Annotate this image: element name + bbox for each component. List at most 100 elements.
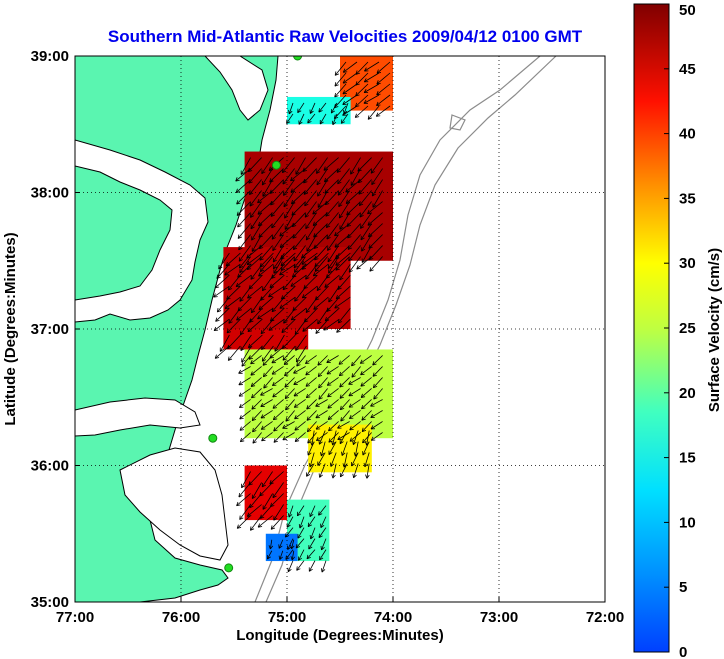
velocity-arrowhead xyxy=(236,200,239,205)
velocity-arrow xyxy=(355,94,369,108)
velocity-arrowhead xyxy=(284,394,287,399)
velocity-arrowhead xyxy=(237,225,242,228)
velocity-arrow xyxy=(345,179,361,193)
velocity-arrowhead xyxy=(304,203,309,207)
velocity-arrowhead xyxy=(372,363,377,366)
velocity-arrowhead xyxy=(240,172,245,175)
velocity-arrowhead xyxy=(282,424,286,429)
velocity-arrowhead xyxy=(261,357,264,362)
velocity-arrowhead xyxy=(239,270,244,274)
velocity-arrowhead xyxy=(362,429,367,432)
velocity-arrowhead xyxy=(349,426,352,431)
velocity-arrowhead xyxy=(312,210,315,215)
velocity-arrowhead xyxy=(279,271,282,275)
velocity-arrowhead xyxy=(224,271,227,276)
velocity-arrow xyxy=(298,113,305,125)
velocity-arrowhead xyxy=(238,492,241,498)
velocity-arrow xyxy=(227,334,241,350)
velocity-arrowhead xyxy=(238,257,241,262)
velocity-arrow xyxy=(305,366,317,376)
velocity-arrowhead xyxy=(348,403,352,408)
velocity-arrow xyxy=(313,296,329,310)
velocity-arrow xyxy=(225,252,241,267)
velocity-arrowhead xyxy=(336,328,339,333)
velocity-arrow xyxy=(373,388,383,400)
velocity-arrowhead xyxy=(314,269,319,272)
velocity-arrowhead xyxy=(248,284,251,289)
velocity-arrowhead xyxy=(325,214,330,217)
velocity-arrowhead xyxy=(362,438,364,444)
velocity-arrow xyxy=(216,263,230,279)
velocity-arrowhead xyxy=(361,427,364,432)
velocity-arrowhead xyxy=(318,108,320,113)
velocity-arrowhead xyxy=(376,104,381,106)
velocity-arrowhead xyxy=(262,193,267,197)
velocity-arrowhead xyxy=(328,438,331,443)
velocity-arrowhead xyxy=(308,546,313,550)
velocity-arrowhead xyxy=(272,404,275,409)
velocity-arrowhead xyxy=(236,501,239,506)
velocity-arrow xyxy=(351,355,361,367)
velocity-arrowhead xyxy=(331,120,334,125)
velocity-arrowhead xyxy=(339,226,344,230)
station-marker xyxy=(208,433,218,443)
velocity-arrowhead xyxy=(331,441,333,446)
velocity-arrowhead xyxy=(307,121,312,124)
velocity-field xyxy=(213,56,393,573)
velocity-arrow xyxy=(362,432,372,444)
velocity-arrow xyxy=(213,318,230,331)
velocity-arrow xyxy=(260,285,274,301)
velocity-arrow xyxy=(268,285,285,298)
velocity-arrow xyxy=(360,223,372,241)
velocity-arrowhead xyxy=(279,304,282,309)
velocity-arrow xyxy=(294,399,306,408)
velocity-arrowhead xyxy=(239,297,241,302)
velocity-arrow xyxy=(283,355,295,365)
velocity-arrow xyxy=(278,539,284,549)
velocity-arrow xyxy=(316,432,328,441)
velocity-arrowhead xyxy=(360,237,365,241)
velocity-arrow xyxy=(367,212,383,226)
velocity-arrow xyxy=(350,157,361,175)
velocity-arrowhead xyxy=(238,245,240,250)
velocity-arrow xyxy=(338,190,350,207)
velocity-arrowhead xyxy=(296,546,301,549)
velocity-arrow xyxy=(304,307,318,323)
velocity-arrowhead xyxy=(239,515,241,520)
velocity-arrowhead xyxy=(348,380,352,385)
velocity-arrow xyxy=(224,263,241,276)
velocity-arrow xyxy=(347,223,361,239)
velocity-arrowhead xyxy=(349,270,353,273)
velocity-arrowhead xyxy=(282,182,287,185)
velocity-arrow xyxy=(348,388,361,397)
velocity-arrowhead xyxy=(250,277,255,280)
velocity-arrowhead xyxy=(284,363,289,365)
velocity-arrow xyxy=(279,223,295,237)
velocity-arrow xyxy=(282,421,295,429)
velocity-arrowhead xyxy=(307,430,312,433)
velocity-arrow xyxy=(334,83,347,98)
velocity-arrowhead xyxy=(358,181,363,184)
velocity-arrowhead xyxy=(272,384,277,387)
velocity-arrow xyxy=(319,463,326,478)
velocity-arrowhead xyxy=(305,215,309,218)
velocity-arrowhead xyxy=(226,331,232,334)
velocity-arrowhead xyxy=(294,332,299,335)
velocity-arrowhead xyxy=(236,504,241,507)
velocity-arrow xyxy=(238,234,251,251)
velocity-arrowhead xyxy=(269,169,274,171)
velocity-arrowhead xyxy=(371,182,376,186)
velocity-arrowhead xyxy=(351,361,353,367)
velocity-arrow xyxy=(361,421,372,432)
velocity-arrow xyxy=(368,223,383,238)
velocity-arrow xyxy=(292,223,306,239)
velocity-arrow xyxy=(358,168,372,184)
velocity-arrowhead xyxy=(282,436,286,441)
velocity-arrowhead xyxy=(370,413,374,418)
velocity-arrowhead xyxy=(318,110,323,113)
velocity-arrowhead xyxy=(291,211,294,216)
velocity-arrowhead xyxy=(317,321,322,325)
colorbar-tick-label: 5 xyxy=(679,579,687,596)
velocity-arrowhead xyxy=(288,110,293,115)
velocity-arrow xyxy=(273,410,284,421)
